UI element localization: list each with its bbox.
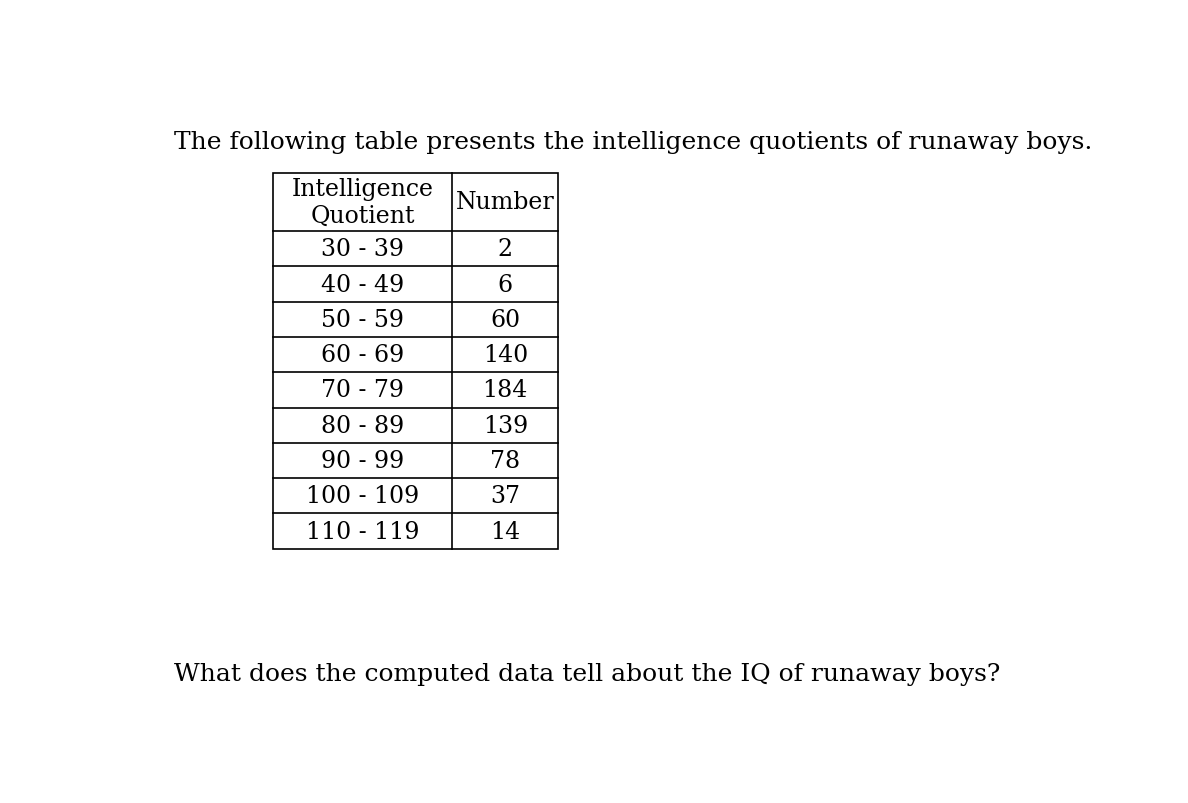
Text: 80 - 89: 80 - 89 — [321, 414, 404, 437]
Text: 100 - 109: 100 - 109 — [307, 485, 419, 507]
Text: Number: Number — [456, 191, 555, 214]
Text: What does the computed data tell about the IQ of runaway boys?: What does the computed data tell about t… — [175, 662, 1000, 685]
Text: 110 - 119: 110 - 119 — [305, 520, 419, 543]
Text: 37: 37 — [491, 485, 520, 507]
Text: 14: 14 — [491, 520, 520, 543]
Text: 184: 184 — [482, 379, 527, 402]
Text: Intelligence
Quotient: Intelligence Quotient — [291, 178, 434, 227]
Text: 70 - 79: 70 - 79 — [321, 379, 404, 402]
Text: 50 - 59: 50 - 59 — [321, 308, 404, 332]
Text: 60 - 69: 60 - 69 — [321, 344, 404, 367]
Text: 140: 140 — [482, 344, 527, 367]
Text: 90 - 99: 90 - 99 — [321, 450, 404, 472]
Text: 60: 60 — [491, 308, 520, 332]
Text: 139: 139 — [482, 414, 527, 437]
Text: 2: 2 — [498, 238, 513, 261]
Text: 40 - 49: 40 - 49 — [321, 273, 404, 296]
Text: 30 - 39: 30 - 39 — [321, 238, 404, 261]
Text: 6: 6 — [498, 273, 513, 296]
Bar — [273, 173, 558, 549]
Text: 78: 78 — [491, 450, 520, 472]
Text: The following table presents the intelligence quotients of runaway boys.: The following table presents the intelli… — [175, 130, 1093, 153]
